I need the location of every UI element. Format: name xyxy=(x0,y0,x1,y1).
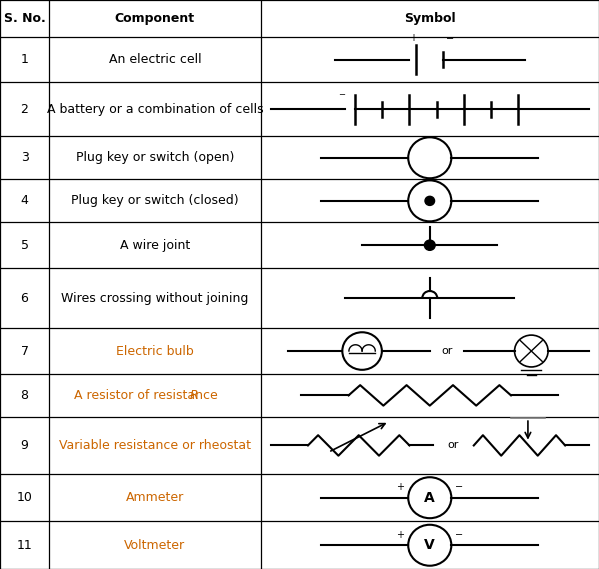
Text: Variable resistance or rheostat: Variable resistance or rheostat xyxy=(59,439,251,452)
Text: R: R xyxy=(189,389,198,402)
Text: Wires crossing without joining: Wires crossing without joining xyxy=(61,292,249,304)
Text: 10: 10 xyxy=(17,491,32,504)
Text: Component: Component xyxy=(115,12,195,25)
Text: 7: 7 xyxy=(20,345,29,357)
Text: Symbol: Symbol xyxy=(404,12,456,25)
Text: 1: 1 xyxy=(20,53,29,66)
Text: Plug key or switch (open): Plug key or switch (open) xyxy=(75,151,234,164)
Text: 4: 4 xyxy=(20,195,29,207)
Text: 8: 8 xyxy=(20,389,29,402)
Text: V: V xyxy=(425,538,435,552)
Text: −: − xyxy=(455,530,463,540)
Text: −: − xyxy=(455,483,463,493)
Text: Ammeter: Ammeter xyxy=(126,491,184,504)
Text: 2: 2 xyxy=(20,103,29,116)
Text: Plug key or switch (closed): Plug key or switch (closed) xyxy=(71,195,238,207)
Text: or: or xyxy=(441,346,452,356)
Text: A: A xyxy=(425,490,435,505)
Text: +: + xyxy=(397,530,404,540)
Circle shape xyxy=(425,196,435,205)
Text: 3: 3 xyxy=(20,151,29,164)
Text: or: or xyxy=(448,440,459,451)
Text: +: + xyxy=(409,33,417,43)
Text: 11: 11 xyxy=(17,539,32,552)
Text: Voltmeter: Voltmeter xyxy=(124,539,186,552)
Text: An electric cell: An electric cell xyxy=(108,53,201,66)
Text: Electric bulb: Electric bulb xyxy=(116,345,193,357)
Text: A wire joint: A wire joint xyxy=(120,239,190,251)
Text: −: − xyxy=(338,90,345,99)
Text: −: − xyxy=(446,34,454,44)
Circle shape xyxy=(424,240,435,250)
Text: A resistor of resistance: A resistor of resistance xyxy=(74,389,222,402)
Text: A battery or a combination of cells: A battery or a combination of cells xyxy=(47,103,263,116)
Text: S. No.: S. No. xyxy=(4,12,46,25)
Text: 6: 6 xyxy=(20,292,29,304)
Text: 9: 9 xyxy=(20,439,29,452)
Text: +: + xyxy=(397,483,404,493)
Text: 5: 5 xyxy=(20,239,29,251)
